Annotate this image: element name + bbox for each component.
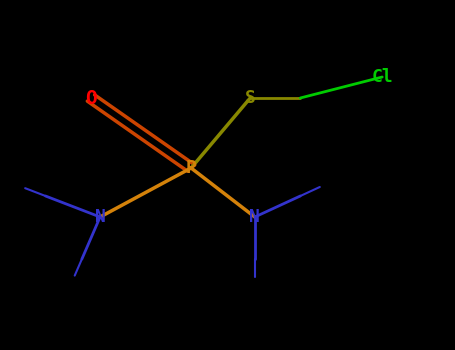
Text: N: N [249, 208, 260, 226]
Text: N: N [95, 208, 106, 226]
Text: S: S [245, 89, 256, 107]
Text: P: P [186, 159, 197, 177]
Text: O: O [85, 89, 97, 107]
Text: Cl: Cl [371, 68, 393, 86]
